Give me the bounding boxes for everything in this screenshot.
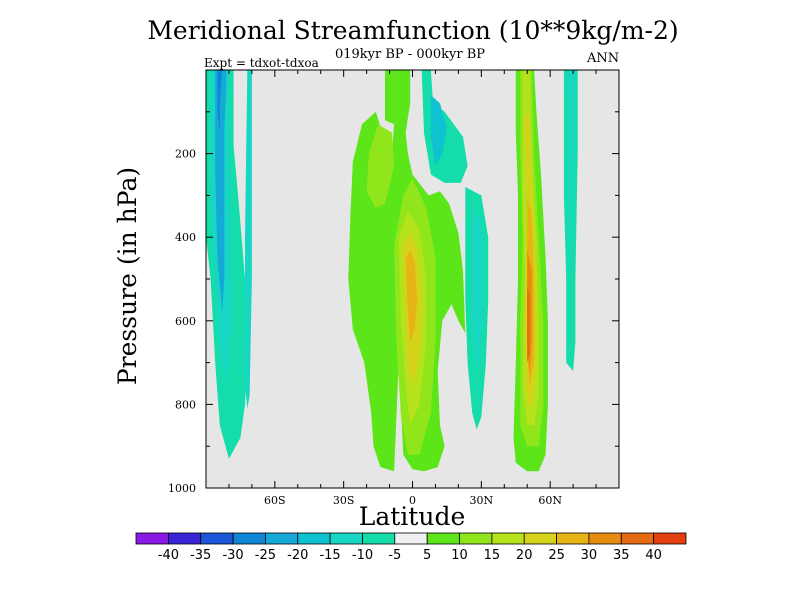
contour-nh_l35: [527, 287, 530, 363]
colorbar-swatch: [362, 532, 396, 545]
colorbar-label: -15: [319, 548, 340, 563]
contour-eq_cyan_inner: [430, 95, 447, 167]
contour-tropics_l25: [405, 249, 418, 342]
x-tick-label: 0: [409, 494, 416, 507]
colorbar-swatch: [394, 532, 428, 545]
colorbar-label: 20: [516, 548, 533, 563]
x-tick-label: 60N: [538, 494, 562, 507]
colorbar-swatch: [653, 532, 687, 545]
colorbar-swatch: [167, 532, 202, 545]
colorbar-swatch: [491, 532, 525, 545]
colorbar-swatch: [459, 532, 493, 545]
colorbar-swatch: [329, 532, 363, 545]
y-tick-label: 200: [175, 148, 196, 161]
colorbar: -40 -35 -30 -25 -20 -15 -10 -5 5 10 15 20 25 30 35 40: [135, 532, 687, 563]
contour-nh_cyan_inner: [472, 212, 484, 371]
colorbar-swatch: [426, 532, 461, 545]
colorbar-swatch: [297, 532, 331, 545]
colorbar-label: 30: [581, 548, 598, 563]
contour-nh_tropics_green: [385, 70, 395, 125]
y-tick-label: 400: [175, 231, 196, 244]
colorbar-label: 10: [451, 548, 468, 563]
colorbar-swatch: [556, 532, 590, 545]
colorbar-label: -40: [158, 548, 179, 563]
colorbar-label: -5: [388, 548, 401, 563]
colorbar-label: 35: [613, 548, 630, 563]
chart-subtitle: 019kyr BP - 000kyr BP: [334, 47, 486, 62]
colorbar-swatch: [588, 532, 622, 545]
y-tick-label: 1000: [168, 482, 196, 495]
y-axis-label: Pressure (in hPa): [113, 167, 142, 385]
colorbar-swatch: [523, 532, 558, 545]
contour-sh_core: [217, 70, 223, 133]
colorbar-swatch: [264, 532, 299, 545]
y-tick-label: 800: [175, 398, 196, 411]
colorbar-swatch: [135, 532, 169, 545]
colorbar-label: -25: [255, 548, 276, 563]
season-label: ANN: [587, 51, 620, 66]
colorbar-label: 5: [423, 548, 431, 563]
x-axis-label: Latitude: [359, 502, 466, 531]
colorbar-label: 15: [484, 548, 501, 563]
colorbar-label: -20: [287, 548, 308, 563]
colorbar-label: 40: [645, 548, 662, 563]
colorbar-swatch: [200, 532, 234, 545]
colorbar-label: -10: [352, 548, 373, 563]
x-tick-label: 30N: [470, 494, 494, 507]
colorbar-swatch: [232, 532, 266, 545]
contour-layer: [206, 70, 578, 472]
colorbar-label: 25: [548, 548, 565, 563]
contour-sh_band_inner: [215, 70, 227, 313]
chart-title: Meridional Streamfunction (10**9kg/m-2): [147, 16, 679, 45]
x-tick-label: 30S: [333, 494, 355, 507]
contour-nh_cyan_right_inner: [568, 70, 576, 279]
colorbar-label: -30: [222, 548, 243, 563]
y-tick-label: 600: [175, 315, 196, 328]
contour-sh_thin_band: [245, 70, 252, 409]
axes-layer: 60S 30S 0 30N 60N 200 400 600 800 1000: [168, 70, 619, 507]
colorbar-label: -35: [190, 548, 211, 563]
experiment-label: Expt = tdxot-tdxoa: [204, 56, 319, 70]
x-tick-label: 60S: [264, 494, 286, 507]
colorbar-swatch: [620, 532, 655, 545]
contour-tropics_l10_upper: [366, 124, 395, 208]
